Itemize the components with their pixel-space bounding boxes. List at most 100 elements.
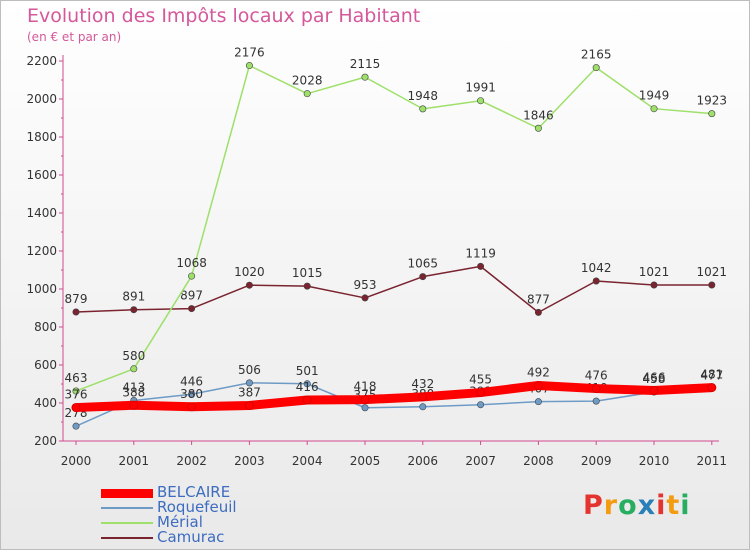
data-label: 376: [65, 388, 88, 402]
data-point: [592, 64, 600, 72]
legend-label: Roquefeuil: [157, 498, 237, 516]
x-tick-label: 2010: [639, 454, 670, 468]
data-label: 418: [354, 380, 377, 394]
data-point: [303, 282, 311, 290]
data-label: 897: [180, 289, 203, 303]
data-point: [476, 388, 485, 397]
data-label: 1948: [408, 89, 439, 103]
legend-swatch: [101, 488, 153, 498]
series-line-roquefeuil: [75, 382, 713, 427]
data-label: 1068: [176, 256, 207, 270]
y-tick-label: 400: [34, 396, 57, 410]
data-label: 388: [122, 385, 145, 399]
data-point: [188, 305, 196, 313]
data-label: 2115: [350, 57, 381, 71]
data-point: [419, 105, 427, 113]
x-tick-label: 2004: [292, 454, 323, 468]
x-tick-label: 2005: [350, 454, 381, 468]
data-point: [477, 401, 485, 409]
data-label: 463: [65, 371, 88, 385]
data-point: [650, 105, 658, 113]
data-point: [419, 403, 427, 411]
data-label: 1021: [639, 265, 670, 279]
y-tick-label: 600: [34, 358, 57, 372]
y-tick-label: 1400: [26, 206, 57, 220]
data-point: [72, 387, 80, 395]
series-line-mérial: [75, 64, 713, 392]
logo-letter: i: [656, 490, 667, 521]
data-label: 477: [700, 368, 723, 382]
legend-swatch: [101, 507, 153, 509]
data-point: [361, 294, 369, 302]
data-label: 466: [643, 370, 666, 384]
data-point: [708, 110, 716, 118]
y-tick-label: 1600: [26, 168, 57, 182]
data-point: [303, 380, 311, 388]
data-point: [419, 273, 427, 281]
data-point: [245, 62, 253, 70]
data-point: [245, 281, 253, 289]
data-point: [72, 422, 80, 430]
y-tick-label: 2200: [26, 54, 57, 68]
data-point: [477, 97, 485, 105]
data-point: [188, 272, 196, 280]
x-tick-label: 2000: [61, 454, 92, 468]
data-label: 387: [238, 385, 261, 399]
data-point: [534, 308, 542, 316]
data-point: [592, 397, 600, 405]
legend-label: Camurac: [157, 528, 225, 546]
data-label: 879: [65, 292, 88, 306]
x-tick-label: 2011: [697, 454, 728, 468]
data-label: 1991: [465, 81, 496, 95]
data-label: 416: [296, 380, 319, 394]
data-point: [650, 281, 658, 289]
chart-title: Evolution des Impôts locaux par Habitant: [27, 5, 421, 27]
data-label: 1042: [581, 261, 612, 275]
data-point: [245, 379, 253, 387]
data-point: [361, 404, 369, 412]
data-label: 455: [469, 373, 492, 387]
data-point: [129, 400, 139, 410]
data-label: 580: [122, 349, 145, 363]
x-tick-label: 2007: [465, 454, 496, 468]
logo-letter: i: [680, 490, 691, 521]
data-label: 1119: [465, 246, 496, 260]
data-point: [245, 401, 254, 410]
y-tick-label: 1000: [26, 282, 57, 296]
data-point: [303, 90, 311, 98]
logo-letter: o: [618, 490, 638, 521]
data-label: 413: [122, 381, 145, 395]
data-point: [72, 308, 80, 316]
data-point: [534, 398, 542, 406]
series-line-belcaire: [71, 381, 717, 413]
series-line-camurac: [75, 265, 713, 314]
logo-letter: r: [603, 490, 619, 521]
data-label: 877: [527, 292, 550, 306]
legend-swatch: [101, 537, 153, 539]
data-label: 1949: [639, 89, 670, 103]
data-point: [71, 403, 81, 412]
y-tick-label: 1200: [26, 244, 57, 258]
proxiti-logo: Proxiti: [583, 490, 691, 521]
data-label: 1020: [234, 265, 265, 279]
x-tick-label: 2008: [523, 454, 554, 468]
data-point: [302, 395, 312, 405]
logo-letter: P: [583, 490, 604, 521]
data-point: [187, 402, 196, 412]
legend-label: Mérial: [157, 513, 203, 531]
data-point: [188, 390, 196, 398]
data-point: [534, 381, 543, 390]
y-tick-label: 2000: [26, 92, 57, 106]
data-label: 506: [238, 363, 261, 377]
data-label: 432: [411, 377, 434, 391]
data-point: [360, 395, 370, 404]
data-point: [130, 306, 138, 314]
x-tick-label: 2003: [234, 454, 265, 468]
data-label: 458: [643, 372, 666, 386]
logo-letter: t: [666, 490, 681, 521]
data-point: [534, 124, 542, 132]
data-label: 1065: [408, 257, 439, 271]
data-point: [418, 392, 428, 402]
chart-subtitle: (en € et par an): [27, 30, 122, 44]
data-point: [707, 383, 717, 392]
